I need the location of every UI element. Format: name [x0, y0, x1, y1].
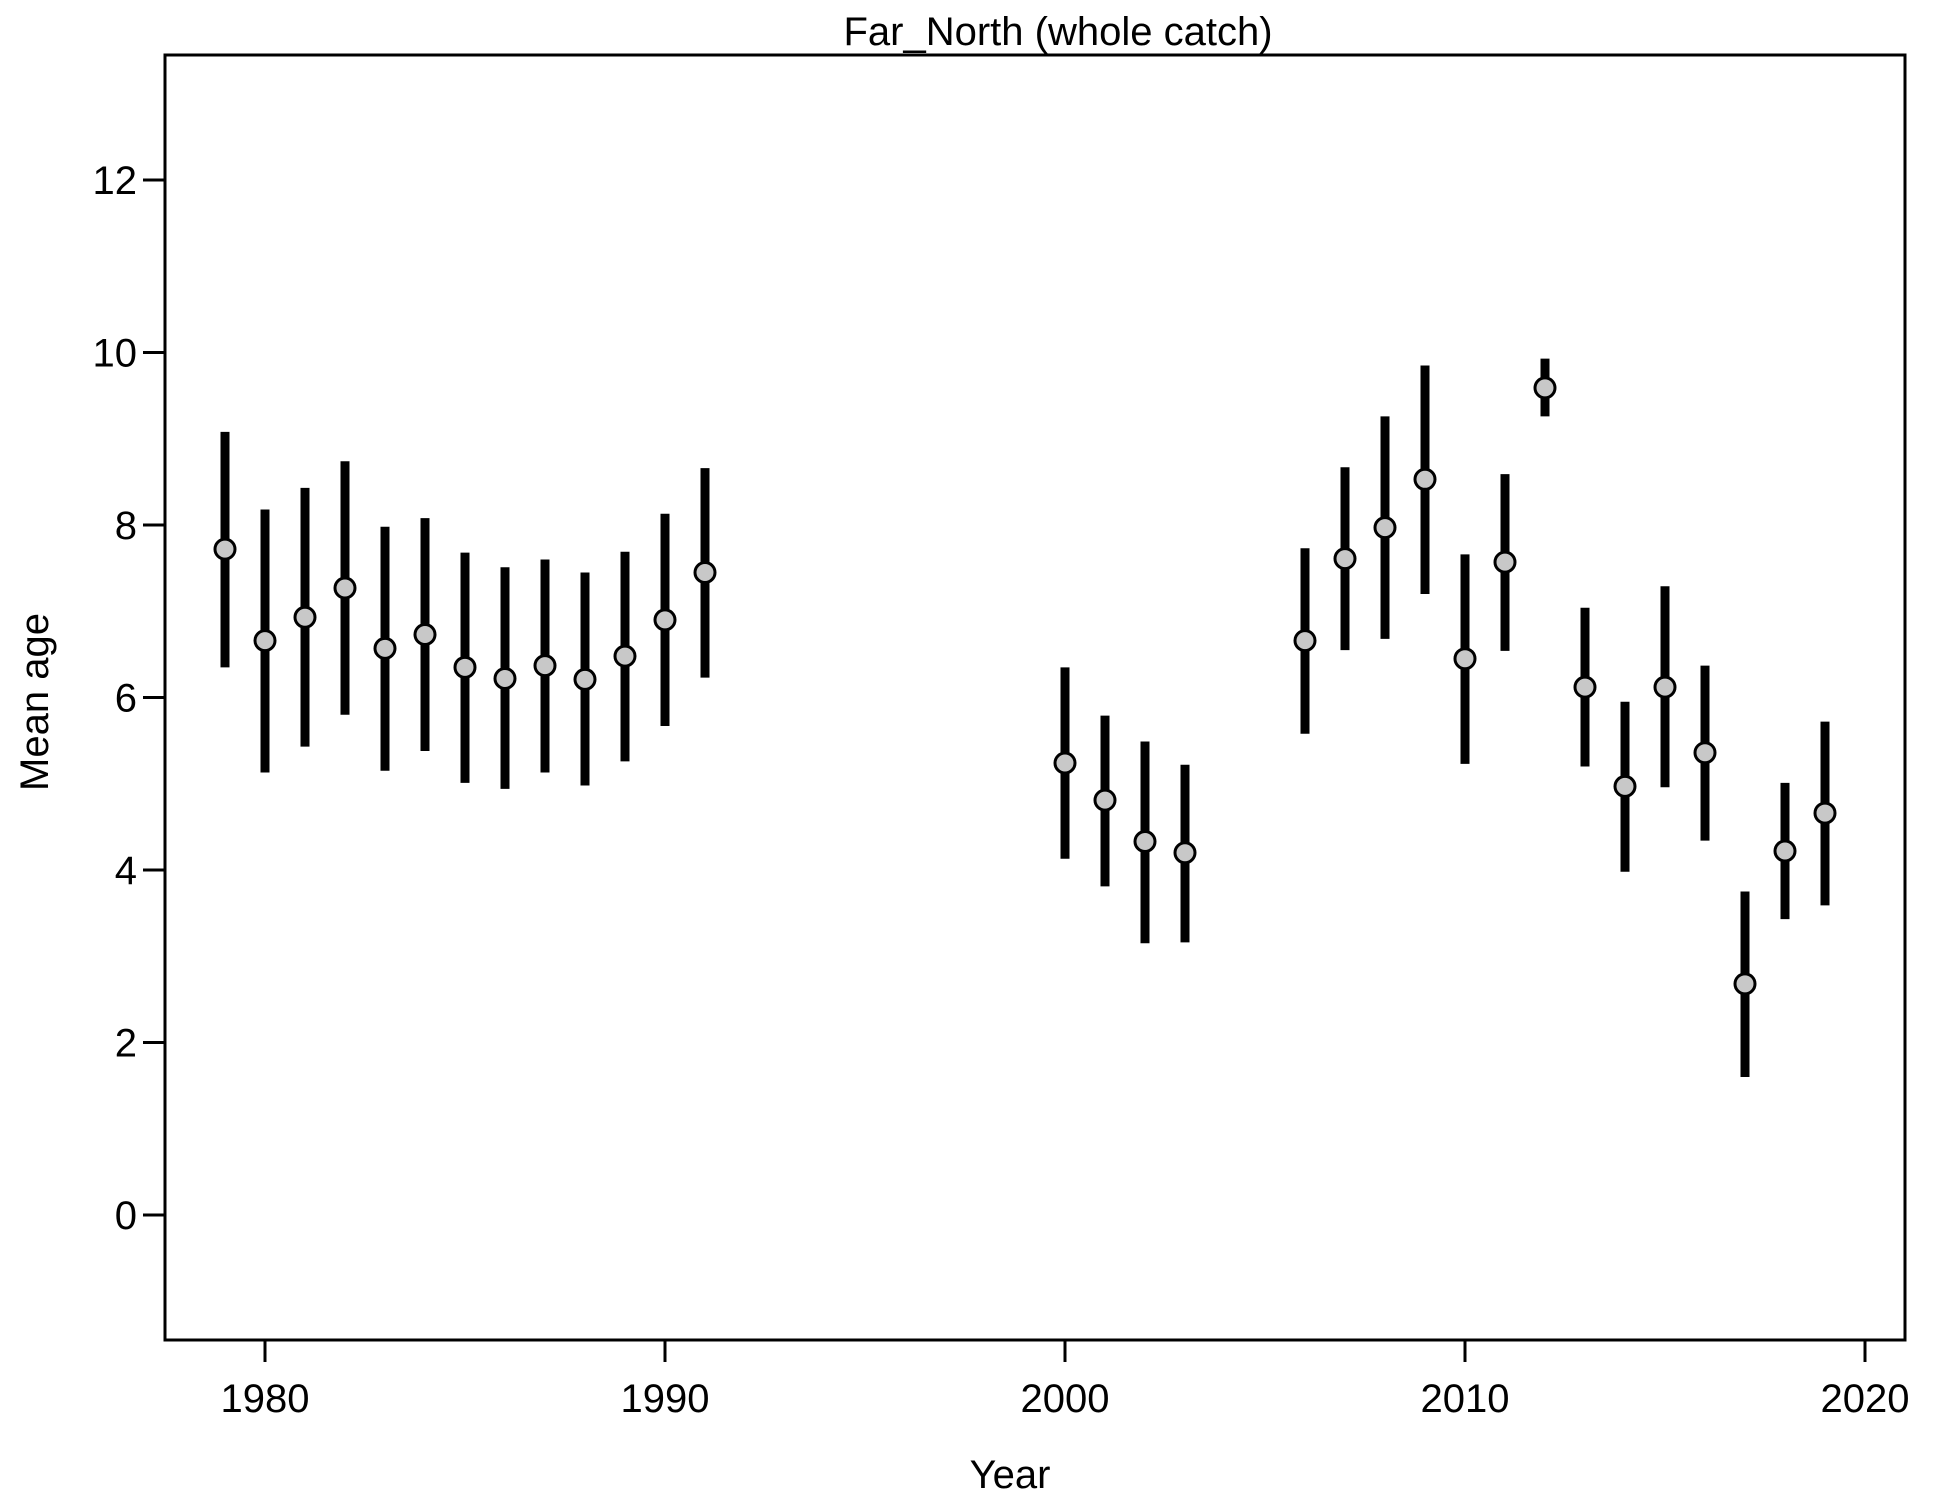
data-point	[493, 667, 517, 691]
chart-title: Far_North (whole catch)	[843, 10, 1272, 54]
data-point	[213, 537, 237, 561]
data-point	[1733, 972, 1757, 996]
data-point	[1613, 774, 1637, 798]
data-point	[1053, 751, 1077, 775]
data-point	[613, 644, 637, 668]
y-tick-label: 10	[93, 332, 138, 376]
x-tick-label: 2010	[1421, 1377, 1510, 1421]
data-point	[1413, 467, 1437, 491]
data-point	[453, 655, 477, 679]
y-tick-label: 0	[115, 1194, 137, 1238]
data-point	[693, 560, 717, 584]
x-axis-label: Year	[970, 1453, 1051, 1497]
y-axis: 0 2 4 6 8 10 12	[93, 159, 165, 1238]
data-point	[413, 623, 437, 647]
y-tick-label: 8	[115, 504, 137, 548]
data-point	[1093, 788, 1117, 812]
data-point	[1773, 839, 1797, 863]
data-point	[1293, 629, 1317, 653]
x-axis: 1980 1990 2000 2010 2020	[221, 1340, 1910, 1421]
data-point	[1533, 376, 1557, 400]
x-tick-label: 1980	[221, 1377, 310, 1421]
error-bars	[220, 358, 1830, 1077]
data-point	[1373, 516, 1397, 540]
data-point	[1653, 675, 1677, 699]
y-tick-label: 2	[115, 1021, 137, 1065]
data-point	[1493, 550, 1517, 574]
y-tick-label: 6	[115, 677, 137, 721]
data-point	[1173, 841, 1197, 865]
x-tick-label: 2020	[1821, 1377, 1910, 1421]
data-point	[373, 636, 397, 660]
data-point	[653, 608, 677, 632]
data-point	[1333, 547, 1357, 571]
data-point	[1693, 741, 1717, 765]
data-points	[213, 376, 1837, 996]
data-point	[253, 629, 277, 653]
data-point	[1573, 675, 1597, 699]
data-point	[533, 654, 557, 678]
data-point	[1133, 830, 1157, 854]
y-tick-label: 12	[93, 159, 138, 203]
y-tick-label: 4	[115, 849, 137, 893]
x-tick-label: 2000	[1021, 1377, 1110, 1421]
data-point	[333, 576, 357, 600]
y-axis-label: Mean age	[13, 613, 57, 791]
data-point	[573, 667, 597, 691]
data-point	[1813, 801, 1837, 825]
data-point	[293, 605, 317, 629]
x-tick-label: 1990	[621, 1377, 710, 1421]
data-point	[1453, 647, 1477, 671]
